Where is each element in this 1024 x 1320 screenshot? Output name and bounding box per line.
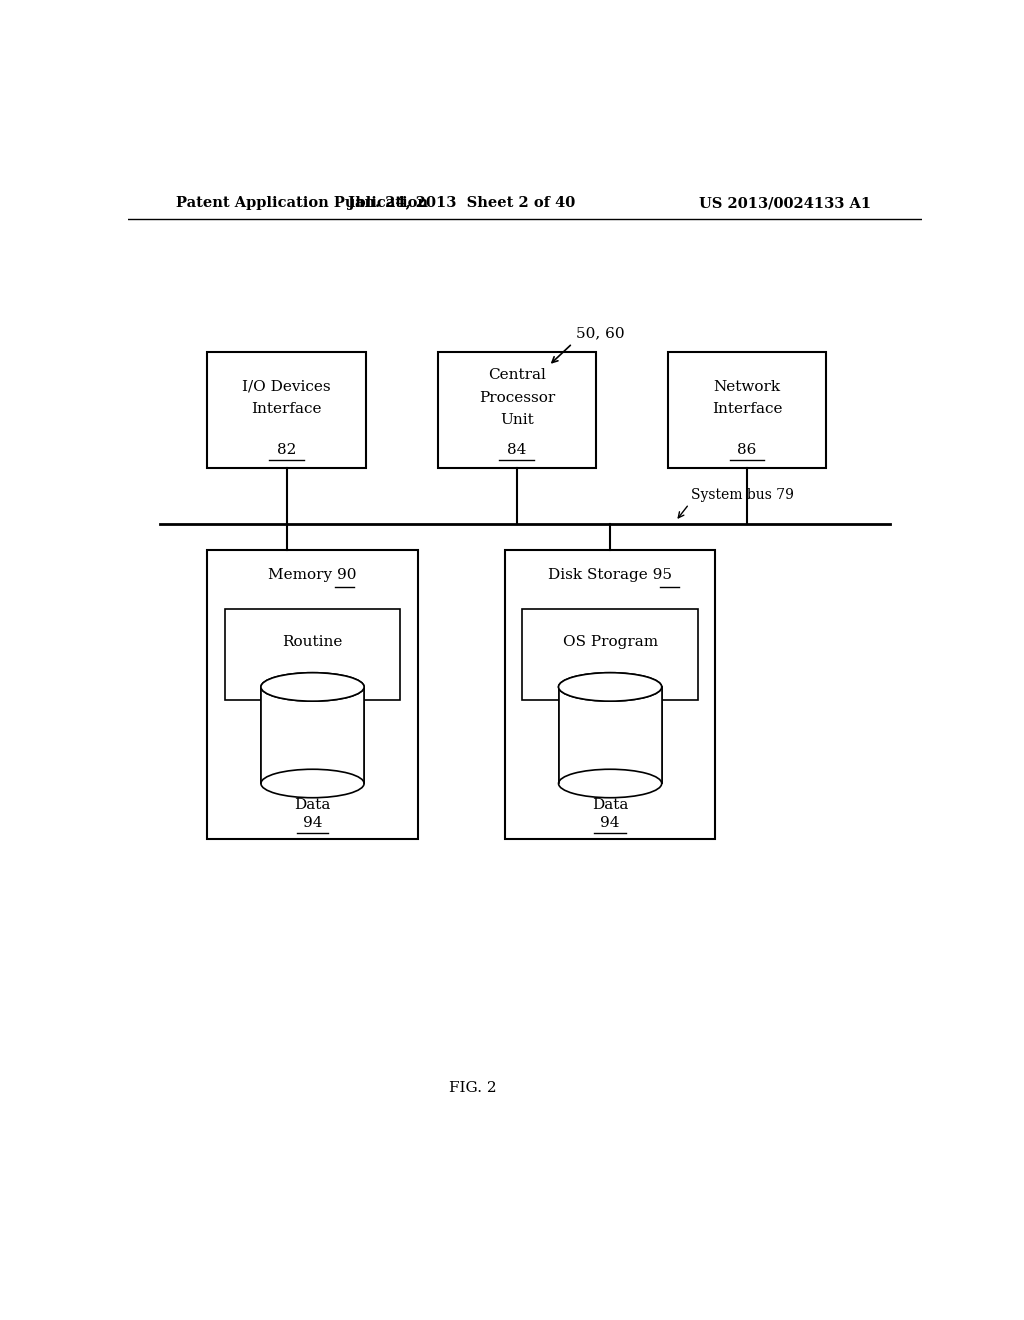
- Text: US 2013/0024133 A1: US 2013/0024133 A1: [699, 197, 871, 210]
- Bar: [225, 609, 400, 700]
- Text: Routine: Routine: [283, 635, 343, 649]
- Text: Disk Storage 95: Disk Storage 95: [548, 568, 672, 582]
- Text: FIG. 2: FIG. 2: [450, 1081, 497, 1096]
- Text: 92: 92: [303, 675, 323, 689]
- Text: Data: Data: [294, 797, 331, 812]
- Text: 82: 82: [278, 444, 296, 457]
- Bar: [207, 351, 367, 469]
- Text: Interface: Interface: [252, 403, 322, 416]
- Ellipse shape: [261, 770, 365, 797]
- Ellipse shape: [558, 673, 662, 701]
- Text: System bus 79: System bus 79: [691, 488, 795, 502]
- Text: 84: 84: [507, 444, 526, 457]
- Bar: [207, 549, 418, 840]
- Text: Processor: Processor: [479, 391, 555, 405]
- Ellipse shape: [558, 770, 662, 797]
- Text: Network: Network: [714, 380, 780, 393]
- Bar: [668, 351, 826, 469]
- Text: 94: 94: [303, 816, 323, 830]
- Text: I/O Devices: I/O Devices: [243, 380, 331, 393]
- Bar: [558, 686, 662, 784]
- Text: Jan. 24, 2013  Sheet 2 of 40: Jan. 24, 2013 Sheet 2 of 40: [348, 197, 574, 210]
- Ellipse shape: [261, 673, 365, 701]
- Text: Data: Data: [592, 797, 629, 812]
- Text: 92: 92: [600, 675, 620, 689]
- Ellipse shape: [558, 673, 662, 701]
- Text: Patent Application Publication: Patent Application Publication: [176, 197, 428, 210]
- Bar: [522, 609, 697, 700]
- Text: Unit: Unit: [500, 413, 534, 428]
- Text: 94: 94: [600, 816, 620, 830]
- Bar: [261, 686, 365, 784]
- Text: Central: Central: [487, 368, 546, 383]
- Text: 86: 86: [737, 444, 757, 457]
- Text: Memory 90: Memory 90: [268, 568, 356, 582]
- Text: OS Program: OS Program: [562, 635, 657, 649]
- Ellipse shape: [261, 673, 365, 701]
- Text: Interface: Interface: [712, 403, 782, 416]
- Bar: [437, 351, 596, 469]
- Bar: [505, 549, 715, 840]
- Text: 50, 60: 50, 60: [577, 326, 625, 341]
